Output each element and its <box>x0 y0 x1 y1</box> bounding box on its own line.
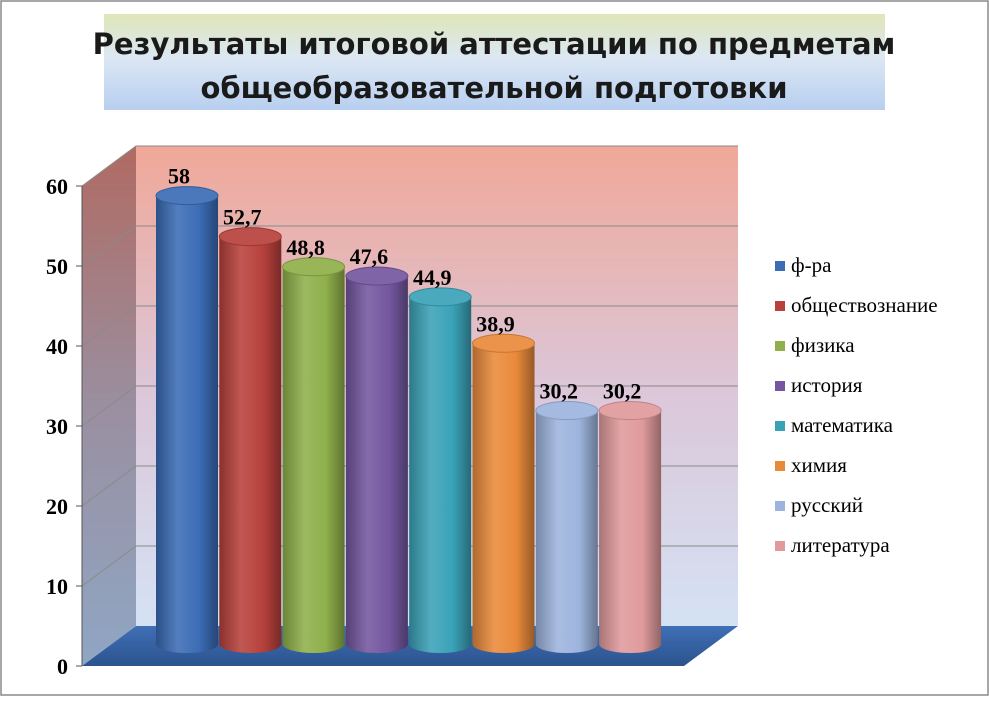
data-label: 30,2 <box>540 379 579 404</box>
bar-body <box>156 195 218 653</box>
bar-body <box>345 276 408 653</box>
legend-label: литература <box>791 533 890 557</box>
legend-item: математика <box>775 413 894 437</box>
legend-swatch <box>775 501 785 511</box>
data-label: 44,9 <box>413 265 452 290</box>
legend-item: обществознание <box>775 293 938 317</box>
bar-7 <box>598 401 662 653</box>
y-tick-label: 50 <box>46 254 68 279</box>
legend-label: физика <box>791 333 855 357</box>
legend-label: история <box>791 373 863 397</box>
y-tick-label: 0 <box>57 654 68 679</box>
gridline <box>81 225 738 267</box>
bar-top <box>472 333 535 353</box>
bar-2 <box>282 257 346 653</box>
bar-3 <box>345 266 409 653</box>
legend: ф-ра обществознание физика история математик… <box>775 253 938 557</box>
legend-item: химия <box>775 453 847 477</box>
legend-label: обществознание <box>791 293 938 317</box>
chart-title-line-2: общеобразовательной подготовки <box>200 71 787 105</box>
bar-1 <box>218 227 282 653</box>
bar-body <box>409 296 472 653</box>
legend-label: математика <box>791 413 894 437</box>
data-label: 47,6 <box>350 244 389 269</box>
legend-label: химия <box>791 453 847 477</box>
legend-swatch <box>775 541 785 551</box>
gridline <box>81 305 738 347</box>
legend-swatch <box>775 421 785 431</box>
bars <box>155 186 662 653</box>
y-tick-label: 40 <box>46 334 68 359</box>
bar-top <box>408 287 472 307</box>
legend-item: ф-ра <box>775 253 832 277</box>
gridline <box>81 385 738 427</box>
legend-swatch <box>775 381 785 391</box>
legend-item: история <box>775 373 863 397</box>
data-labels: 58 52,7 48,8 47,6 44,9 38,9 30,2 30,2 <box>168 164 641 404</box>
gridline <box>81 145 738 187</box>
data-label: 48,8 <box>286 235 325 260</box>
legend-label: ф-ра <box>791 253 832 277</box>
bar-top <box>535 401 599 421</box>
y-axis: 0 10 20 30 40 50 60 <box>46 174 83 679</box>
legend-item: литература <box>775 533 890 557</box>
bar-5 <box>472 333 535 653</box>
bar-body <box>535 410 598 653</box>
bar-top <box>282 257 346 277</box>
y-tick-label: 10 <box>46 574 68 599</box>
bar-top <box>598 401 662 421</box>
legend-swatch <box>775 301 785 311</box>
bar-0 <box>155 186 219 653</box>
bar-body <box>472 343 535 653</box>
legend-swatch <box>775 261 785 271</box>
legend-swatch <box>775 341 785 351</box>
data-label: 30,2 <box>603 379 642 404</box>
bar-body <box>599 410 662 653</box>
title-box <box>104 14 885 110</box>
legend-item: русский <box>775 493 863 517</box>
y-tick-label: 20 <box>46 494 68 519</box>
bar-4 <box>408 287 472 653</box>
data-label: 52,7 <box>223 205 262 230</box>
bar-body <box>219 236 282 653</box>
bar-top <box>345 266 409 286</box>
legend-item: физика <box>775 333 855 357</box>
legend-label: русский <box>791 493 863 517</box>
y-tick-label: 60 <box>46 174 68 199</box>
data-label: 38,9 <box>476 311 515 336</box>
y-tick-label: 30 <box>46 414 68 439</box>
bar-top <box>218 227 282 247</box>
bar-top <box>155 186 219 206</box>
chart-title-line-1: Результаты итоговой аттестации по предме… <box>93 27 896 61</box>
bar-6 <box>535 401 599 653</box>
bar-body <box>282 266 345 653</box>
data-label: 58 <box>168 164 190 189</box>
legend-swatch <box>775 461 785 471</box>
